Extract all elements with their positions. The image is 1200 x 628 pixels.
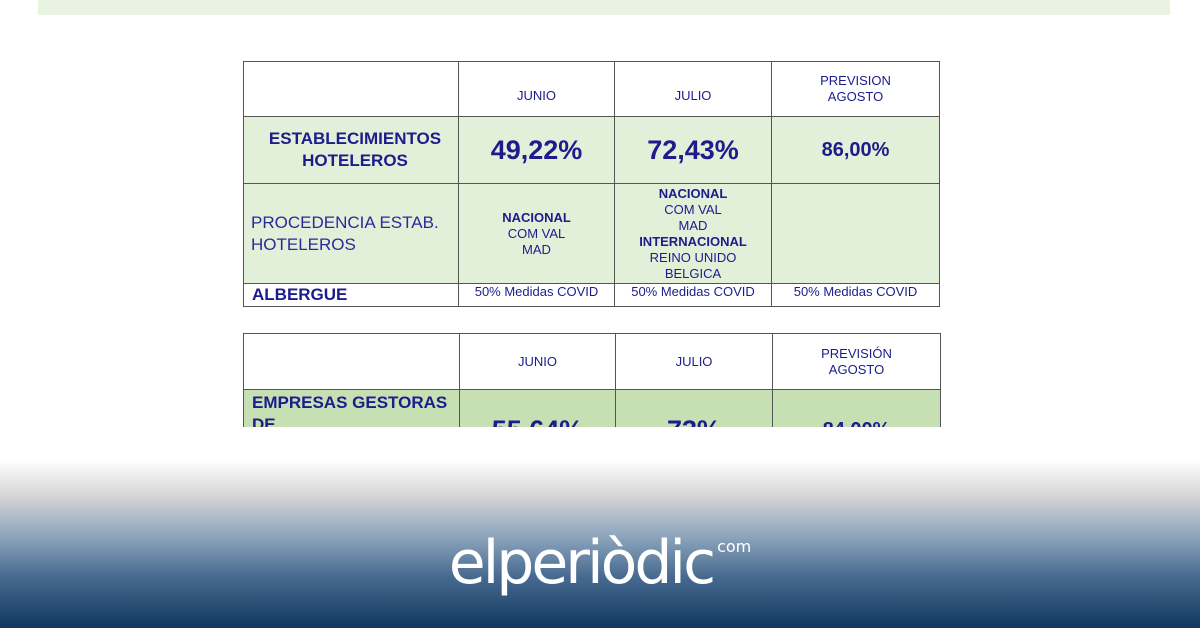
origin-julio: NACIONAL COM VAL MAD INTERNACIONAL REINO…: [614, 183, 772, 284]
origin-item: MAD: [678, 217, 708, 233]
origin-item: COM VAL: [507, 225, 566, 241]
brand-footer: [0, 460, 1200, 628]
albergue-julio: 50% Medidas COVID: [614, 283, 772, 307]
value-junio: 49,22%: [458, 116, 615, 184]
top-banner: [38, 0, 1170, 15]
value-agosto: 86,00%: [771, 116, 940, 184]
origin-agosto: [771, 183, 940, 284]
row-label: ESTABLECIMIENTOS HOTELEROS: [243, 116, 459, 184]
origin-item: BELGICA: [664, 265, 722, 281]
row-label: PROCEDENCIA ESTAB. HOTELEROS: [243, 183, 459, 284]
header-julio: JULIO: [615, 333, 773, 390]
value-julio: 73%: [615, 389, 773, 427]
origin-item: MAD: [522, 241, 551, 257]
albergue-junio: 50% Medidas COVID: [458, 283, 615, 307]
header-junio: JUNIO: [459, 333, 616, 390]
value-junio: 55,64%: [459, 389, 616, 427]
occupancy-table-companies: JUNIO JULIO PREVISIÓN AGOSTO EMPRESAS GE…: [243, 333, 941, 427]
value-julio: 72,43%: [614, 116, 772, 184]
origin-heading: NACIONAL: [658, 185, 728, 201]
occupancy-table-hotels: JUNIO JULIO PREVISION AGOSTO ESTABLECIMI…: [243, 61, 940, 307]
albergue-agosto: 50% Medidas COVID: [771, 283, 940, 307]
row-label: EMPRESAS GESTORAS DE: [243, 389, 460, 427]
origin-junio: NACIONAL COM VAL MAD: [458, 183, 615, 284]
header-agosto: PREVISION AGOSTO: [771, 61, 940, 117]
value-agosto: 84,00%: [772, 389, 941, 427]
origin-heading: INTERNACIONAL: [639, 233, 747, 249]
origin-heading: NACIONAL: [502, 209, 571, 225]
header-agosto: PREVISIÓN AGOSTO: [772, 333, 941, 390]
header-empty: [243, 333, 460, 390]
brand-lockup: elperiòdic com: [0, 528, 1200, 598]
origin-item: REINO UNIDO: [649, 249, 737, 265]
row-label: ALBERGUE: [243, 283, 459, 307]
header-julio: JULIO: [614, 61, 772, 117]
header-junio: JUNIO: [458, 61, 615, 117]
header-empty: [243, 61, 459, 117]
origin-item: COM VAL: [664, 201, 722, 217]
brand-logo: elperiòdic: [448, 528, 716, 598]
brand-logo-suffix: com: [717, 537, 752, 556]
